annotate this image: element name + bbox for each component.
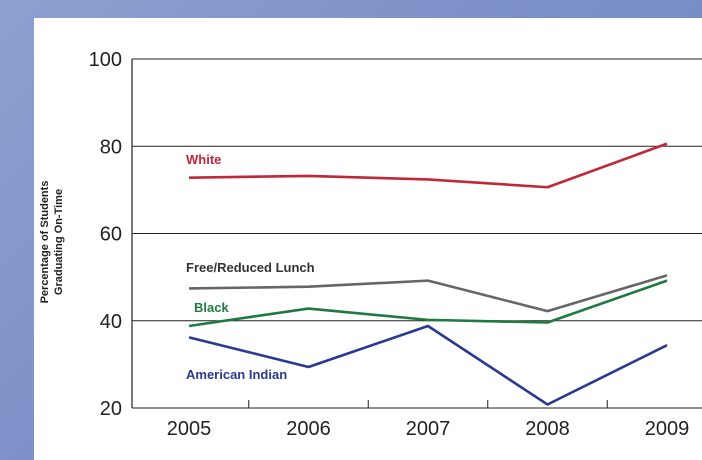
series-label: American Indian bbox=[186, 367, 287, 382]
x-tick-label: 2005 bbox=[167, 418, 212, 440]
series-line-white bbox=[188, 142, 668, 189]
axes bbox=[131, 59, 608, 408]
series-line-black bbox=[188, 279, 668, 328]
series-lines bbox=[188, 142, 668, 406]
series-line-free-reduced-lunch bbox=[188, 274, 668, 313]
y-tick-label: 80 bbox=[100, 136, 122, 158]
chart-panel: 20 40 60 80 100 2005 2006 2007 2008 2009 White Fr… bbox=[34, 18, 702, 460]
series-labels: White Free/Reduced Lunch Black American Ind… bbox=[186, 152, 315, 382]
x-tick-label: 2006 bbox=[286, 418, 331, 440]
x-tick-label: 2007 bbox=[406, 418, 451, 440]
y-axis-label-line2: Graduating On-Time bbox=[53, 189, 65, 295]
y-tick-label: 40 bbox=[100, 311, 122, 333]
y-tick-label: 100 bbox=[89, 49, 122, 71]
series-line-american-indian bbox=[188, 324, 668, 406]
y-tick-label: 60 bbox=[100, 224, 122, 246]
series-label: White bbox=[186, 152, 221, 167]
y-axis-label-line1: Percentage of Students bbox=[39, 181, 51, 304]
series-label: Black bbox=[194, 300, 229, 315]
gridlines bbox=[132, 58, 702, 409]
x-tick-labels: 2005 2006 2007 2008 2009 bbox=[167, 418, 690, 440]
line-chart: 20 40 60 80 100 2005 2006 2007 2008 2009 White Fr… bbox=[39, 49, 702, 440]
x-tick-label: 2008 bbox=[525, 418, 570, 440]
x-tick-label: 2009 bbox=[645, 418, 690, 440]
series-label: Free/Reduced Lunch bbox=[186, 260, 315, 275]
y-tick-label: 20 bbox=[100, 398, 122, 420]
y-tick-labels: 20 40 60 80 100 bbox=[89, 49, 122, 420]
